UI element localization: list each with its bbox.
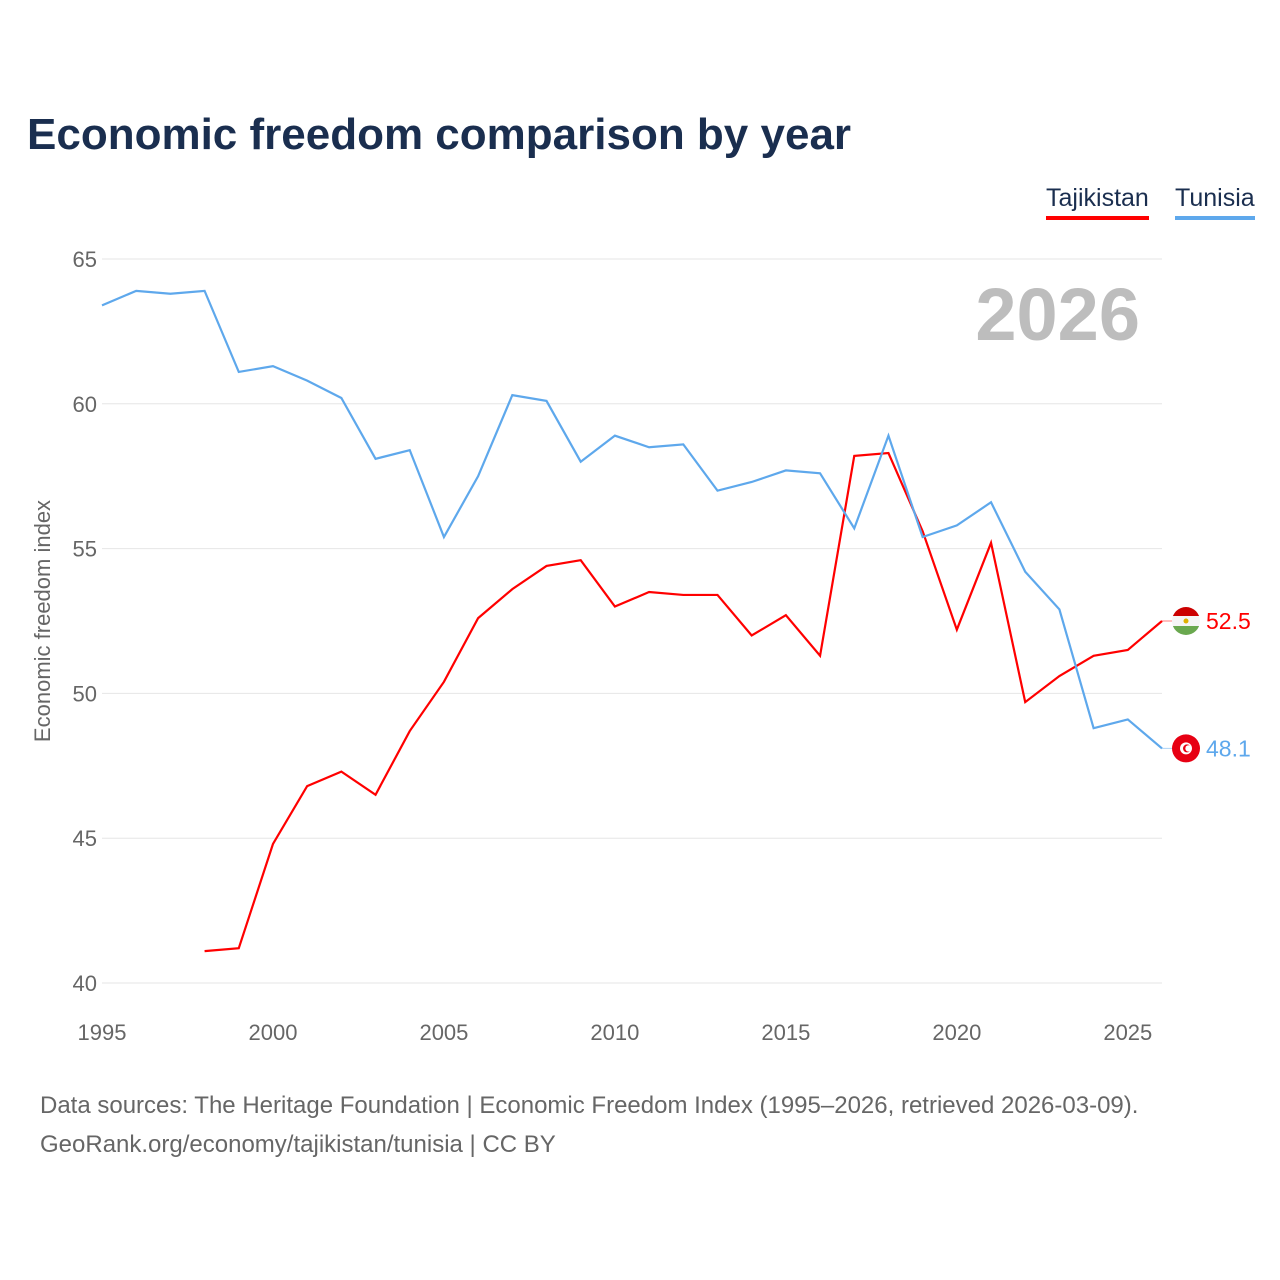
- year-watermark: 2026: [975, 273, 1140, 356]
- legend-tunisia[interactable]: Tunisia: [1175, 184, 1255, 220]
- y-tick-label: 55: [73, 537, 97, 562]
- chart-title: Economic freedom comparison by year: [27, 110, 852, 159]
- data-point: [1023, 570, 1027, 574]
- data-point: [647, 445, 651, 449]
- data-point: [818, 654, 822, 658]
- data-point: [271, 842, 275, 846]
- data-point: [510, 587, 514, 591]
- data-point: [784, 468, 788, 472]
- y-tick-label: 50: [73, 681, 97, 706]
- y-tick-label: 40: [73, 971, 97, 996]
- data-point: [442, 535, 446, 539]
- x-tick-label: 2015: [761, 1020, 810, 1045]
- data-point: [339, 770, 343, 774]
- data-point: [237, 946, 241, 950]
- data-point: [750, 480, 754, 484]
- x-tick-label: 2010: [590, 1020, 639, 1045]
- x-tick-label: 2000: [248, 1020, 297, 1045]
- series-line-tajikistan: [204, 451, 1163, 953]
- data-point: [1057, 674, 1061, 678]
- data-point: [613, 605, 617, 609]
- data-point: [579, 460, 583, 464]
- data-point: [374, 457, 378, 461]
- data-point: [1126, 648, 1130, 652]
- source-note: Data sources: The Heritage Foundation | …: [40, 1086, 1138, 1164]
- data-point: [203, 289, 207, 293]
- data-point: [886, 451, 890, 455]
- data-point: [1092, 726, 1096, 730]
- data-point: [852, 454, 856, 458]
- y-tick-label: 45: [73, 826, 97, 851]
- data-point: [989, 541, 993, 545]
- data-point: [374, 793, 378, 797]
- data-point: [1057, 607, 1061, 611]
- data-point: [134, 289, 138, 293]
- legend-tajikistan[interactable]: Tajikistan: [1046, 184, 1149, 220]
- y-tick-label: 65: [73, 247, 97, 272]
- y-axis-label: Economic freedom index: [30, 500, 55, 742]
- data-point: [579, 558, 583, 562]
- data-point: [852, 526, 856, 530]
- data-point: [305, 379, 309, 383]
- data-point: [442, 680, 446, 684]
- data-point: [989, 500, 993, 504]
- tunisia-flag-icon: [1172, 734, 1200, 763]
- data-point: [168, 292, 172, 296]
- data-point: [545, 399, 549, 403]
- data-point: [886, 434, 890, 438]
- data-point: [1126, 717, 1130, 721]
- data-point: [921, 535, 925, 539]
- data-point: [237, 370, 241, 374]
- data-point: [339, 396, 343, 400]
- y-tick-label: 60: [73, 392, 97, 417]
- data-point: [818, 471, 822, 475]
- end-value-label: 48.1: [1206, 735, 1251, 761]
- data-point: [476, 616, 480, 620]
- data-point: [715, 489, 719, 493]
- series-line-tunisia: [101, 289, 1163, 750]
- data-point: [408, 729, 412, 733]
- end-value-label: 52.5: [1206, 608, 1251, 634]
- data-point: [715, 593, 719, 597]
- x-tick-label: 2005: [419, 1020, 468, 1045]
- tajikistan-flag-icon: [1172, 607, 1200, 635]
- data-point: [510, 393, 514, 397]
- x-tick-label: 2020: [932, 1020, 981, 1045]
- x-tick-label: 2025: [1103, 1020, 1152, 1045]
- data-point: [100, 303, 104, 307]
- data-point: [681, 593, 685, 597]
- x-tick-label: 1995: [78, 1020, 127, 1045]
- source-line-1: Data sources: The Heritage Foundation | …: [40, 1092, 1139, 1119]
- data-point: [305, 784, 309, 788]
- data-point: [955, 523, 959, 527]
- data-point: [545, 564, 549, 568]
- data-point: [613, 434, 617, 438]
- data-point: [408, 448, 412, 452]
- data-point: [1092, 654, 1096, 658]
- data-point: [784, 613, 788, 617]
- data-point: [476, 474, 480, 478]
- data-point: [647, 590, 651, 594]
- data-point: [1023, 700, 1027, 704]
- data-point: [681, 442, 685, 446]
- source-line-2[interactable]: GeoRank.org/economy/tajikistan/tunisia |…: [40, 1131, 556, 1158]
- data-point: [750, 633, 754, 637]
- data-point: [203, 949, 207, 953]
- data-point: [955, 628, 959, 632]
- data-point: [271, 364, 275, 368]
